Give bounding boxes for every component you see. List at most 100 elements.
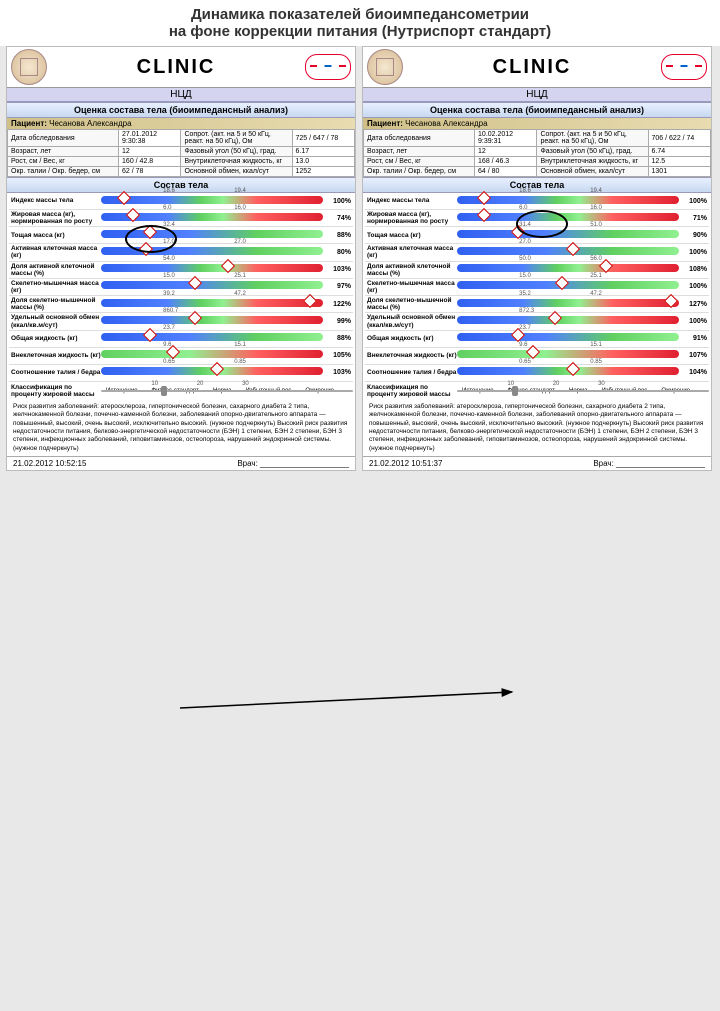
class-slider-thumb — [161, 386, 167, 396]
metric-label: Внеклеточная жидкость (кг) — [9, 352, 101, 359]
tick-label: 16.0 — [234, 205, 246, 211]
metric-label: Удельный основной обмен (ккал/кв.м/сут) — [365, 314, 457, 328]
info-cell: 706 / 622 / 74 — [648, 130, 710, 147]
metric-percent: 88% — [323, 335, 353, 342]
info-cell: Дата обследования — [364, 130, 475, 147]
gradient-bar: 0.650.85 — [101, 367, 323, 375]
metric-row: Доля скелетно-мышечной массы (%)39.247.2… — [9, 296, 353, 313]
metric-percent: 88% — [323, 232, 353, 239]
gradient-bar: 15.025.1 — [457, 281, 679, 289]
tick-label: 860.7 — [163, 308, 178, 314]
bar-container: 9.615.1 — [101, 350, 323, 361]
info-cell: Возраст, лет — [8, 147, 119, 157]
class-slider-bar — [101, 390, 353, 392]
report-left: CLINICНЦДОценка состава тела (биоимпедан… — [6, 46, 356, 471]
metric-row: Удельный основной обмен (ккал/кв.м/сут)8… — [9, 313, 353, 330]
gradient-bar: 17.027.0 — [101, 247, 323, 255]
gradient-bar: 872.3 — [457, 316, 679, 324]
info-cell: Рост, см / Вес, кг — [8, 157, 119, 167]
bar-container: 17.027.0 — [101, 247, 323, 258]
footer-doctor: Врач: ____________________ — [593, 459, 705, 468]
bar-container: 15.025.1 — [101, 281, 323, 292]
tick-label: 872.3 — [519, 308, 534, 314]
metric-row: Удельный основной обмен (ккал/кв.м/сут)8… — [365, 313, 709, 330]
metric-label: Скелетно-мышечная масса (кг) — [9, 280, 101, 294]
marker-icon — [477, 190, 491, 204]
gradient-bar: 54.0 — [101, 264, 323, 272]
bar-container: 50.056.0 — [457, 264, 679, 275]
metric-row: Скелетно-мышечная масса (кг)15.025.197% — [9, 279, 353, 296]
marker-icon — [117, 190, 131, 204]
report-footer: 21.02.2012 10:52:15 Врач: _______________… — [7, 456, 355, 470]
marker-icon — [526, 345, 540, 359]
tick-label: 19.4 — [590, 188, 602, 194]
info-cell: Внутриклеточная жидкость, кг — [537, 157, 648, 167]
class-tick: 30 — [593, 381, 610, 387]
report-footer: 21.02.2012 10:51:37 Врач: _______________… — [363, 456, 711, 470]
gradient-bar: 18.619.4 — [101, 196, 323, 204]
gradient-bar: 23.7 — [101, 333, 323, 341]
metric-percent: 99% — [323, 318, 353, 325]
metric-label: Индекс массы тела — [9, 197, 101, 204]
metric-row: Доля скелетно-мышечной массы (%)35.247.2… — [365, 296, 709, 313]
info-cell: 6.17 — [292, 147, 354, 157]
marker-icon — [210, 362, 224, 376]
tick-label: 47.2 — [234, 291, 246, 297]
bar-container: 31.451.0 — [457, 230, 679, 241]
metric-label: Тощая масса (кг) — [365, 232, 457, 239]
tick-label: 6.0 — [519, 205, 527, 211]
metric-label: Доля активной клеточной массы (%) — [365, 263, 457, 277]
metric-percent: 71% — [679, 215, 709, 222]
metric-percent: 100% — [679, 198, 709, 205]
info-cell: Дата обследования — [8, 130, 119, 147]
metric-row: Соотношение талия / бедра0.650.85104% — [365, 365, 709, 382]
tick-label: 39.2 — [163, 291, 175, 297]
metric-label: Активная клеточная масса (кг) — [365, 245, 457, 259]
report-header: CLINIC — [363, 47, 711, 88]
bar-container: 6.016.0 — [101, 213, 323, 224]
metric-percent: 108% — [679, 266, 709, 273]
metric-row: Доля активной клеточной массы (%)50.056.… — [365, 262, 709, 279]
footer-date: 21.02.2012 10:52:15 — [13, 459, 86, 468]
section-title-composition: Состав тела — [7, 177, 355, 193]
metric-row: Внеклеточная жидкость (кг)9.615.1107% — [365, 348, 709, 365]
info-cell: 1252 — [292, 167, 354, 177]
metric-percent: 100% — [679, 318, 709, 325]
metric-row: Активная клеточная масса (кг)27.0100% — [365, 244, 709, 261]
tick-label: 17.0 — [163, 239, 175, 245]
report-header: CLINIC — [7, 47, 355, 88]
gradient-bar: 23.7 — [457, 333, 679, 341]
info-cell: 12 — [119, 147, 181, 157]
info-cell: 64 / 80 — [475, 167, 537, 177]
ncd-label: НЦД — [363, 88, 711, 102]
metric-percent: 80% — [323, 249, 353, 256]
bar-container: 6.016.0 — [457, 213, 679, 224]
tick-label: 9.6 — [519, 342, 527, 348]
marker-icon — [566, 242, 580, 256]
marker-icon — [188, 311, 202, 325]
class-tick: 20 — [548, 381, 565, 387]
bar-container: 9.615.1 — [457, 350, 679, 361]
metric-row: Соотношение талия / бедра0.650.85103% — [9, 365, 353, 382]
footer-doctor: Врач: ____________________ — [237, 459, 349, 468]
metric-label: Жировая масса (кг), нормированная по рос… — [365, 211, 457, 225]
tick-label: 25.1 — [234, 273, 246, 279]
bar-container: 0.650.85 — [101, 367, 323, 378]
bar-container: 35.247.2 — [457, 299, 679, 310]
metric-label: Общая жидкость (кг) — [9, 335, 101, 342]
tick-label: 15.1 — [590, 342, 602, 348]
footer-date: 21.02.2012 10:51:37 — [369, 459, 442, 468]
info-cell: Рост, см / Вес, кг — [364, 157, 475, 167]
section-title-assessment: Оценка состава тела (биоимпедансный анал… — [363, 102, 711, 118]
info-cell: 160 / 42.8 — [119, 157, 181, 167]
tick-label: 0.85 — [234, 359, 246, 365]
class-tick: 10 — [502, 381, 519, 387]
marker-icon — [303, 294, 317, 308]
report-right: CLINICНЦДОценка состава тела (биоимпедан… — [362, 46, 712, 471]
tick-label: 32.4 — [163, 222, 175, 228]
body-composition: Индекс массы тела18.619.4100%Жировая мас… — [7, 193, 355, 400]
metric-percent: 107% — [679, 352, 709, 359]
tick-label: 19.4 — [234, 188, 246, 194]
info-cell: 13.0 — [292, 157, 354, 167]
metric-label: Активная клеточная масса (кг) — [9, 245, 101, 259]
